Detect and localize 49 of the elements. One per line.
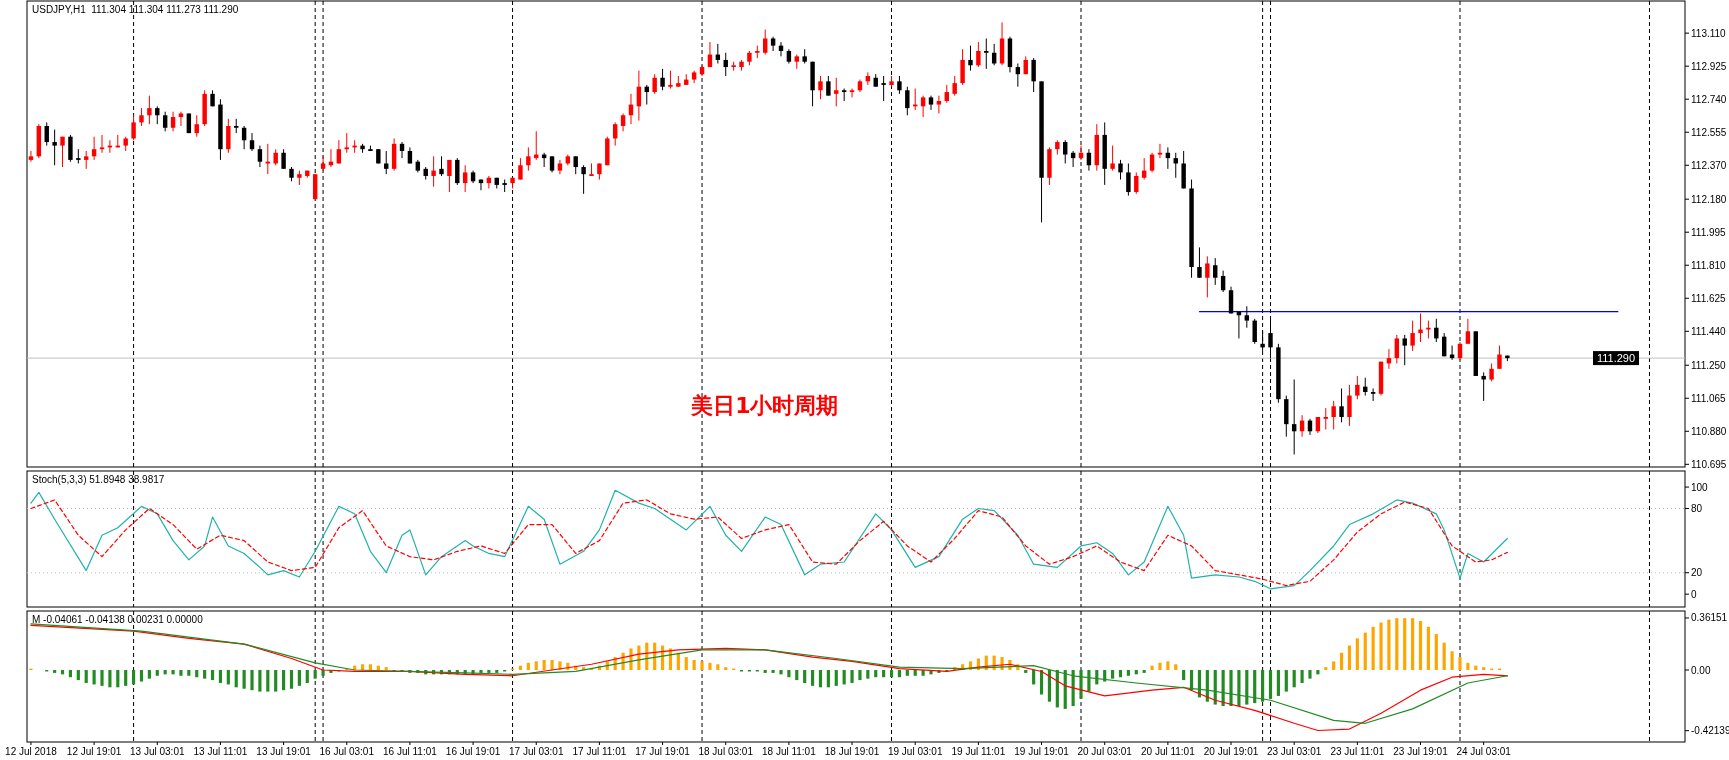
y-tick-label: 100: [1691, 481, 1709, 493]
x-tick-label: 23 Jul 03:01: [1266, 746, 1322, 757]
x-tick-label: 18 Jul 11:01: [762, 746, 817, 757]
x-tick-label: 13 Jul 03:01: [130, 746, 185, 757]
y-tick-label: 111.250: [1691, 359, 1727, 371]
y-tick-label: 110.880: [1691, 425, 1727, 437]
y-tick-label: 80: [1691, 502, 1703, 514]
y-tick-label: 111.995: [1691, 226, 1727, 238]
x-tick-label: 16 Jul 03:01: [319, 746, 375, 757]
y-tick-label: 112.555: [1691, 126, 1727, 138]
chart-title: M -0.04061 -0.04138 0.00231 0.00000: [32, 614, 204, 625]
y-tick-label: 113.110: [1691, 27, 1727, 39]
x-tick-label: 19 Jul 19:01: [1014, 746, 1070, 757]
x-tick-label: 13 Jul 19:01: [256, 746, 312, 757]
y-tick-label: 111.440: [1691, 325, 1727, 337]
x-tick-label: 23 Jul 11:01: [1330, 746, 1385, 757]
y-tick-label: 111.625: [1691, 292, 1727, 304]
x-tick-label: 12 Jul 2018: [5, 746, 58, 757]
chart-title: USDJPY,H1 111.304 111.304 111.273 111.290: [32, 4, 239, 15]
x-tick-label: 12 Jul 19:01: [66, 746, 122, 757]
x-tick-label: 18 Jul 19:01: [824, 746, 880, 757]
y-tick-label: 110.695: [1691, 458, 1727, 470]
x-tick-label: 18 Jul 03:01: [698, 746, 754, 757]
x-tick-label: 24 Jul 03:01: [1456, 746, 1512, 757]
x-tick-label: 20 Jul 03:01: [1077, 746, 1133, 757]
y-tick-label: 112.740: [1691, 93, 1727, 105]
x-tick-label: 17 Jul 11:01: [572, 746, 627, 757]
x-tick-label: 19 Jul 03:01: [887, 746, 943, 757]
y-tick-label: 112.370: [1691, 159, 1727, 171]
y-tick-label: 112.180: [1691, 193, 1727, 205]
y-tick-label: 0.00: [1691, 664, 1711, 676]
x-tick-label: 17 Jul 19:01: [635, 746, 691, 757]
x-tick-label: 23 Jul 19:01: [1393, 746, 1449, 757]
x-tick-label: 17 Jul 03:01: [508, 746, 564, 757]
y-tick-label: 0: [1691, 588, 1697, 600]
chart-title: Stoch(5,3,3) 51.8948 38.9817: [32, 474, 165, 485]
x-tick-label: 16 Jul 19:01: [445, 746, 501, 757]
ref-line-label: 111.290: [1596, 352, 1636, 365]
y-tick-label: 0.36151: [1691, 612, 1728, 624]
y-tick-label: 111.810: [1691, 259, 1727, 271]
x-tick-label: 19 Jul 11:01: [951, 746, 1006, 757]
x-tick-label: 20 Jul 11:01: [1140, 746, 1196, 757]
y-tick-label: 111.065: [1691, 392, 1727, 404]
x-tick-label: 13 Jul 11:01: [193, 746, 248, 757]
y-tick-label: 20: [1691, 567, 1703, 579]
x-tick-label: 20 Jul 19:01: [1203, 746, 1259, 757]
x-tick-label: 16 Jul 11:01: [383, 746, 438, 757]
annotation: 美日1小时周期: [690, 393, 839, 419]
y-tick-label: 112.925: [1691, 60, 1727, 72]
